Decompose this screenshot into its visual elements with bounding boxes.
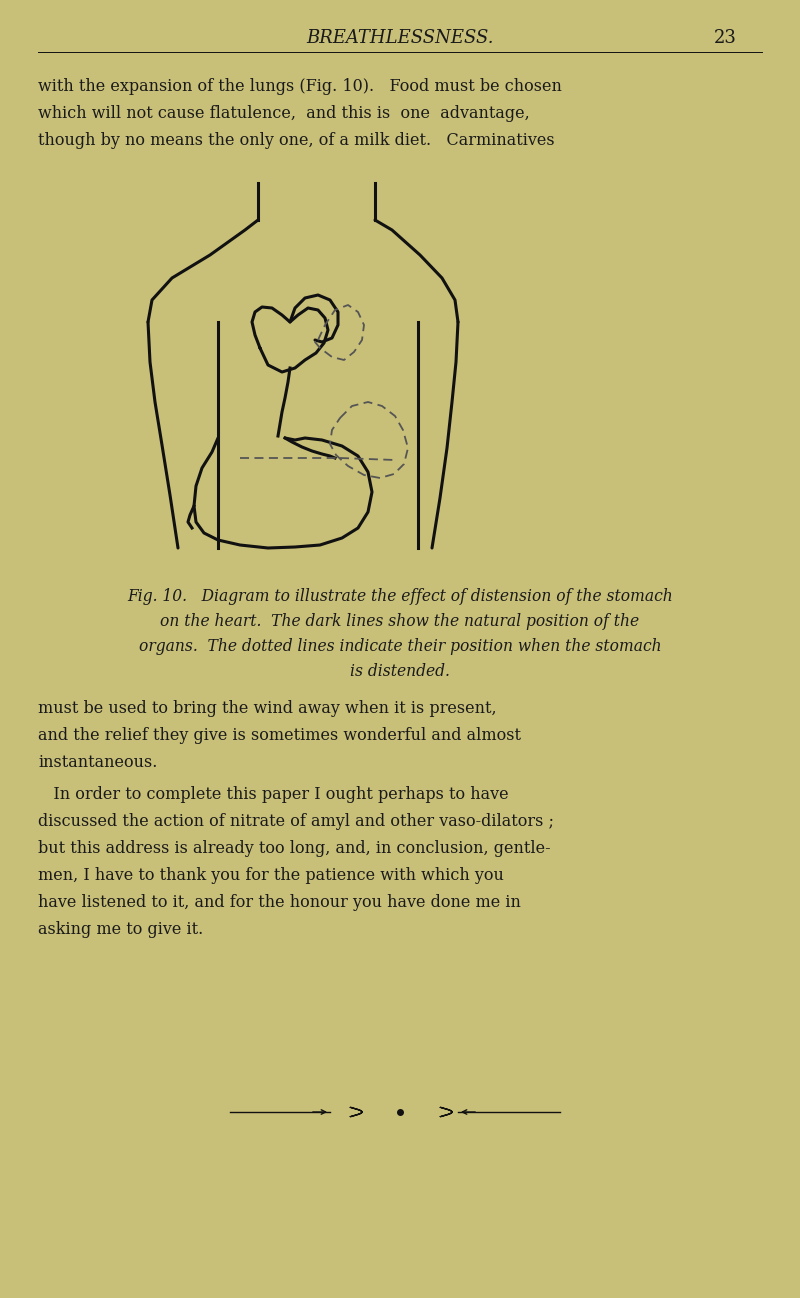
Text: but this address is already too long, and, in conclusion, gentle-: but this address is already too long, an… [38,840,550,857]
Text: and the relief they give is sometimes wonderful and almost: and the relief they give is sometimes wo… [38,727,521,744]
Text: men, I have to thank you for the patience with which you: men, I have to thank you for the patienc… [38,867,504,884]
Text: In order to complete this paper I ought perhaps to have: In order to complete this paper I ought … [38,787,509,803]
Polygon shape [440,1107,452,1118]
Text: discussed the action of nitrate of amyl and other vaso-dilators ;: discussed the action of nitrate of amyl … [38,813,554,829]
Text: organs.  The dotted lines indicate their position when the stomach: organs. The dotted lines indicate their … [138,639,662,655]
Text: on the heart.  The dark lines show the natural position of the: on the heart. The dark lines show the na… [161,613,639,630]
Text: BREATHLESSNESS.: BREATHLESSNESS. [306,29,494,47]
Text: is distended.: is distended. [350,663,450,680]
Text: asking me to give it.: asking me to give it. [38,922,203,938]
Text: though by no means the only one, of a milk diet.   Carminatives: though by no means the only one, of a mi… [38,132,554,149]
Text: have listened to it, and for the honour you have done me in: have listened to it, and for the honour … [38,894,521,911]
Text: 23: 23 [714,29,737,47]
Text: Fig. 10.   Diagram to illustrate the effect of distension of the stomach: Fig. 10. Diagram to illustrate the effec… [127,588,673,605]
Text: instantaneous.: instantaneous. [38,754,158,771]
Text: which will not cause flatulence,  and this is  one  advantage,: which will not cause flatulence, and thi… [38,105,530,122]
Text: with the expansion of the lungs (Fig. 10).   Food must be chosen: with the expansion of the lungs (Fig. 10… [38,78,562,95]
Polygon shape [350,1107,362,1118]
Text: must be used to bring the wind away when it is present,: must be used to bring the wind away when… [38,700,497,716]
